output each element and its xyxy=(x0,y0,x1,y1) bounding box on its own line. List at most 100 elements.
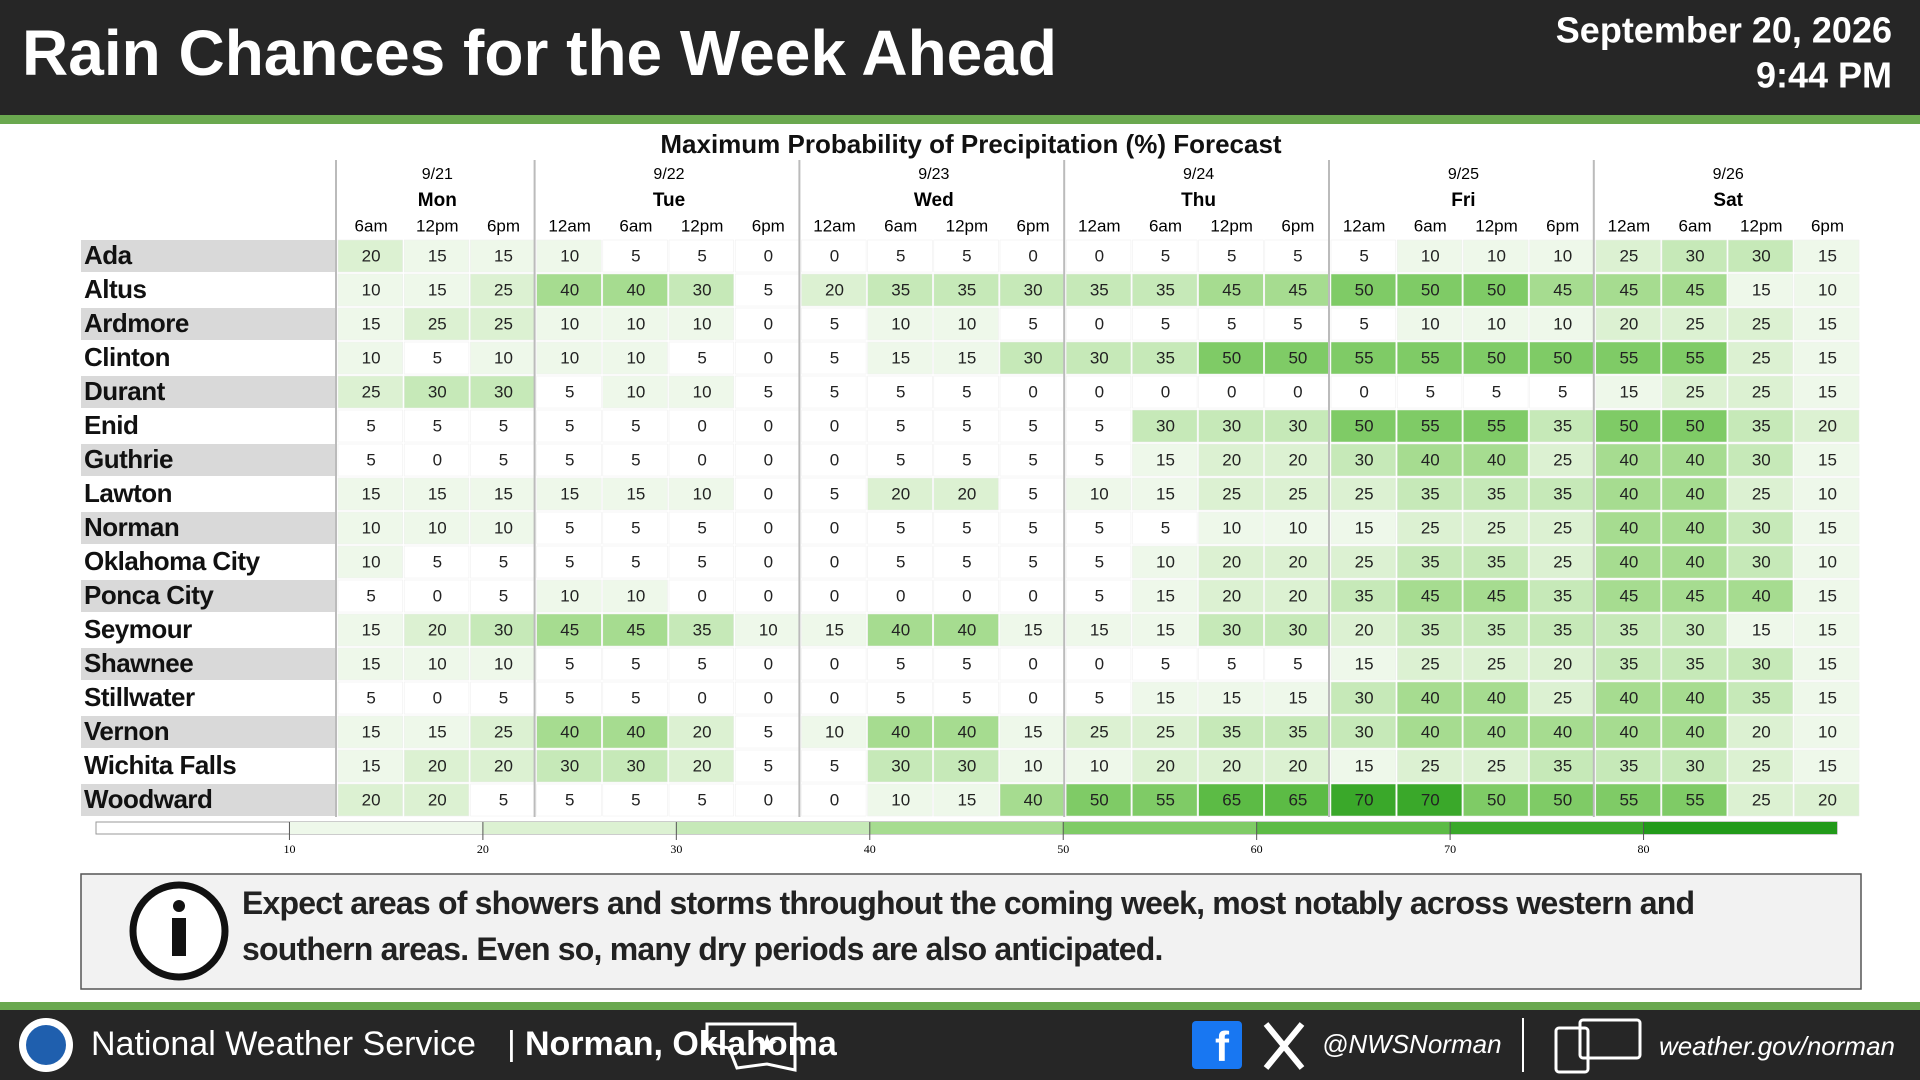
cell-bg xyxy=(470,443,536,477)
cell-value: 0 xyxy=(697,586,706,605)
cell-bg xyxy=(536,239,602,273)
cell-bg xyxy=(668,307,734,341)
cell-bg xyxy=(1132,409,1198,443)
cell-bg xyxy=(1529,579,1595,613)
cell-bg xyxy=(1264,749,1330,783)
footer-handle[interactable]: @NWSNorman xyxy=(1322,1029,1502,1059)
cell-value: 50 xyxy=(1090,790,1109,809)
cell-bg xyxy=(734,715,801,749)
cell-bg xyxy=(1065,341,1132,375)
cell-bg xyxy=(1727,545,1794,579)
cell-bg xyxy=(801,783,867,817)
cell-bg xyxy=(1330,239,1396,273)
cell-bg xyxy=(1396,545,1463,579)
cell-bg xyxy=(1198,613,1264,647)
row-name: Durant xyxy=(84,376,166,406)
cell-value: 5 xyxy=(1028,484,1037,503)
cell-bg xyxy=(1727,409,1794,443)
cell-bg xyxy=(602,783,668,817)
cell-bg xyxy=(668,511,734,545)
cell-bg xyxy=(867,579,933,613)
cell-bg xyxy=(1794,273,1860,307)
cell-value: 15 xyxy=(1818,518,1837,537)
cell-value: 5 xyxy=(565,688,574,707)
cell-bg xyxy=(1065,783,1132,817)
cell-value: 5 xyxy=(499,586,508,605)
cell-bg xyxy=(1396,681,1463,715)
cell-value: 65 xyxy=(1222,790,1241,809)
cell-bg xyxy=(1794,783,1860,817)
cell-value: 45 xyxy=(1619,280,1638,299)
cell-value: 5 xyxy=(631,552,640,571)
cell-bg xyxy=(536,341,602,375)
cell-value: 35 xyxy=(1156,348,1175,367)
cell-value: 40 xyxy=(957,620,976,639)
cell-bg xyxy=(1330,715,1396,749)
cell-bg xyxy=(337,409,403,443)
cell-value: 40 xyxy=(1619,688,1638,707)
time-label: 12pm xyxy=(1740,216,1783,235)
cell-value: 40 xyxy=(1421,688,1440,707)
cell-bg xyxy=(1065,239,1132,273)
cell-value: 25 xyxy=(1686,382,1705,401)
cell-value: 45 xyxy=(1421,586,1440,605)
cell-bg xyxy=(1264,681,1330,715)
cell-value: 10 xyxy=(1818,484,1837,503)
cell-bg xyxy=(1463,341,1529,375)
cell-value: 15 xyxy=(1355,654,1374,673)
cell-bg xyxy=(1065,409,1132,443)
computer-icon xyxy=(1554,1026,1590,1074)
cell-bg xyxy=(867,749,933,783)
cell-value: 5 xyxy=(830,484,839,503)
cell-bg xyxy=(1396,613,1463,647)
cell-value: 5 xyxy=(1293,246,1302,265)
cell-bg xyxy=(668,239,734,273)
cell-value: 15 xyxy=(825,620,844,639)
facebook-icon[interactable] xyxy=(1192,1021,1242,1069)
cell-value: 0 xyxy=(1028,246,1037,265)
cell-bg xyxy=(403,273,470,307)
cell-value: 5 xyxy=(1293,654,1302,673)
time-label: 6am xyxy=(619,216,652,235)
cell-bg xyxy=(536,613,602,647)
cell-bg xyxy=(933,749,999,783)
cell-value: 40 xyxy=(891,620,910,639)
cell-bg xyxy=(1595,613,1661,647)
cell-value: 5 xyxy=(631,654,640,673)
cell-value: 50 xyxy=(1222,348,1241,367)
cell-value: 20 xyxy=(891,484,910,503)
cell-bg xyxy=(1463,647,1529,681)
cell-value: 0 xyxy=(1095,314,1104,333)
cell-bg xyxy=(1264,579,1330,613)
cell-value: 40 xyxy=(1553,722,1572,741)
row-name: Ardmore xyxy=(84,308,189,338)
cell-bg xyxy=(867,477,933,511)
cell-value: 10 xyxy=(1421,314,1440,333)
footer-bar xyxy=(0,1010,1920,1080)
cell-value: 35 xyxy=(1487,620,1506,639)
cell-value: 5 xyxy=(631,790,640,809)
cell-bg xyxy=(536,477,602,511)
cell-bg xyxy=(933,443,999,477)
cell-value: 5 xyxy=(1028,518,1037,537)
footer-website[interactable]: weather.gov/norman xyxy=(1659,1031,1895,1061)
cell-bg xyxy=(1727,375,1794,409)
row-name-bg xyxy=(81,716,337,748)
cell-value: 15 xyxy=(1156,620,1175,639)
cell-bg xyxy=(1595,647,1661,681)
day-date: 9/22 xyxy=(653,166,684,183)
cell-value: 5 xyxy=(896,654,905,673)
x-icon[interactable] xyxy=(1263,1022,1305,1070)
day-date: 9/21 xyxy=(422,166,453,183)
cell-value: 0 xyxy=(764,586,773,605)
cell-value: 15 xyxy=(362,722,381,741)
cell-value: 55 xyxy=(1421,348,1440,367)
cell-bg xyxy=(337,783,403,817)
cell-bg xyxy=(1661,783,1727,817)
cell-bg xyxy=(668,409,734,443)
cell-value: 20 xyxy=(362,790,381,809)
oklahoma-star: ★ xyxy=(755,1029,778,1059)
cell-value: 5 xyxy=(962,246,971,265)
cell-bg xyxy=(734,511,801,545)
